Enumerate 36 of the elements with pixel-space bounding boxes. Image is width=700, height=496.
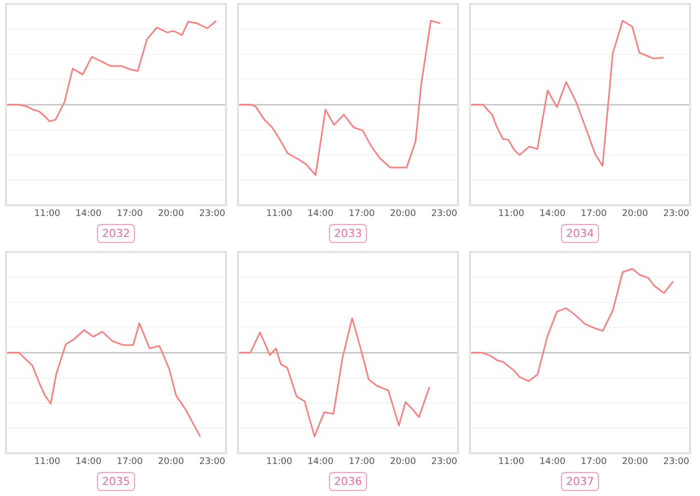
x-tick-label: 14:00 xyxy=(308,208,334,219)
x-tick-label: 23:00 xyxy=(199,208,226,219)
x-tick-label: 14:00 xyxy=(76,208,102,219)
x-tick-label: 20:00 xyxy=(158,208,184,219)
text: 2035 xyxy=(97,472,135,491)
x-tick-label: 11:00 xyxy=(266,208,292,219)
x-tick-label: 17:00 xyxy=(348,456,375,467)
x-tick-label: 14:00 xyxy=(308,456,334,467)
x-tick-label: 23:00 xyxy=(431,208,458,219)
x-tick-label: 14:00 xyxy=(76,456,102,467)
text: 2036 xyxy=(329,472,367,491)
x-tick-label: 23:00 xyxy=(663,456,690,467)
x-tick-label: 17:00 xyxy=(116,208,143,219)
x-tick-label: 11:00 xyxy=(34,456,60,467)
x-tick-label: 23:00 xyxy=(663,208,690,219)
x-tick-label: 20:00 xyxy=(158,456,184,467)
x-tick-label: 23:00 xyxy=(431,456,458,467)
x-tick-label: 23:00 xyxy=(199,456,226,467)
x-tick-label: 14:00 xyxy=(540,456,566,467)
x-tick-label: 20:00 xyxy=(622,456,648,467)
x-tick-label: 11:00 xyxy=(266,456,292,467)
x-tick-label: 17:00 xyxy=(116,456,143,467)
x-tick-label: 20:00 xyxy=(622,208,648,219)
x-tick-label: 20:00 xyxy=(390,208,416,219)
text: 2037 xyxy=(561,472,599,491)
x-tick-label: 17:00 xyxy=(580,456,607,467)
x-tick-label: 17:00 xyxy=(580,208,607,219)
text: 2033 xyxy=(329,224,367,243)
text: 2032 xyxy=(97,224,135,243)
x-tick-label: 14:00 xyxy=(540,208,566,219)
x-tick-label: 17:00 xyxy=(348,208,375,219)
x-tick-label: 11:00 xyxy=(498,456,524,467)
x-tick-label: 11:00 xyxy=(34,208,60,219)
x-tick-label: 11:00 xyxy=(498,208,524,219)
text: 2034 xyxy=(561,224,599,243)
x-tick-label: 20:00 xyxy=(390,456,416,467)
